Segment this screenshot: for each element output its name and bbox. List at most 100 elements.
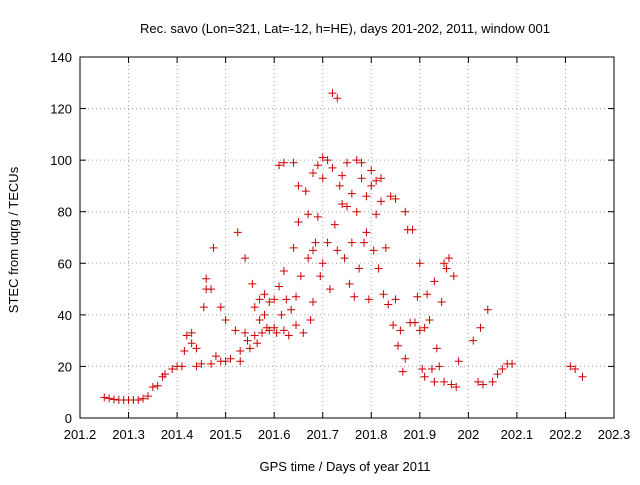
data-point [180,346,189,355]
data-point [333,246,342,255]
data-point [469,336,478,345]
y-axis-label: STEC from uqrg / TECUs [6,166,21,313]
x-tick-label: 201.3 [112,427,145,442]
x-tick-label: 202.1 [501,427,534,442]
data-point [279,267,288,276]
data-point [362,192,371,201]
data-point [449,272,458,281]
x-tick-label: 202.2 [549,427,582,442]
data-point [328,89,337,98]
data-point [316,272,325,281]
data-point [398,367,407,376]
data-point [493,370,502,379]
data-point [221,316,230,325]
data-point [233,228,242,237]
data-point [270,323,279,332]
data-point [430,277,439,286]
data-point [153,381,162,390]
data-point [415,259,424,268]
data-point [376,197,385,206]
data-point [508,359,517,368]
data-point [330,220,339,229]
data-point [318,259,327,268]
data-point [452,383,461,392]
data-point [566,362,575,371]
data-point [294,181,303,190]
data-point [352,156,361,165]
y-tick-label: 20 [58,359,72,374]
data-point [160,370,169,379]
data-point [313,212,322,221]
x-axis-label: GPS time / Days of year 2011 [260,459,431,474]
data-point [338,171,347,180]
data-point [192,344,201,353]
data-point [357,174,366,183]
data-point [483,305,492,314]
data-point [401,354,410,363]
data-point [335,181,344,190]
data-point [275,161,284,170]
data-point [338,199,347,208]
data-point [292,292,301,301]
data-point [299,328,308,337]
data-point [381,243,390,252]
data-point [359,238,368,247]
data-point [279,158,288,167]
x-tick-label: 202.3 [598,427,631,442]
data-point [105,394,114,403]
data-point [255,316,264,325]
data-point [209,243,218,252]
data-point [427,365,436,374]
data-point [440,259,449,268]
data-point [277,310,286,319]
data-point [279,326,288,335]
chart-title: Rec. savo (Lon=321, Lat=-12, h=HE), days… [140,21,550,36]
data-point [250,303,259,312]
data-point [301,187,310,196]
data-point [369,246,378,255]
data-point [401,207,410,216]
data-point [415,326,424,335]
x-tick-label: 202 [458,427,480,442]
data-point [109,395,118,404]
data-point [384,300,393,309]
data-point [265,326,274,335]
data-point [357,158,366,167]
data-point [476,323,485,332]
data-point [289,158,298,167]
data-point [260,310,269,319]
data-point [304,210,313,219]
data-point [197,359,206,368]
data-point [243,336,252,345]
data-point [100,393,109,402]
data-point [432,344,441,353]
data-point [309,169,318,178]
data-point [442,264,451,273]
data-point [328,163,337,172]
x-tick-label: 201.5 [209,427,242,442]
data-point [578,372,587,381]
data-point [352,207,361,216]
data-point [423,290,432,299]
data-point [270,295,279,304]
data-point [343,202,351,211]
x-tick-label: 201.2 [64,427,97,442]
data-point [413,292,422,301]
data-point [248,279,257,288]
data-point [275,282,284,291]
data-point [345,279,354,288]
data-point [355,264,364,273]
data-point [447,380,456,389]
data-point [367,181,376,190]
data-point [340,254,349,263]
data-point [435,362,444,371]
data-point [313,161,322,170]
y-tick-label: 120 [50,102,72,117]
data-point [454,357,463,366]
x-tick-label: 201.8 [355,427,388,442]
data-point [391,194,400,203]
data-point [187,328,196,337]
data-point [253,339,262,348]
data-point [318,153,327,162]
